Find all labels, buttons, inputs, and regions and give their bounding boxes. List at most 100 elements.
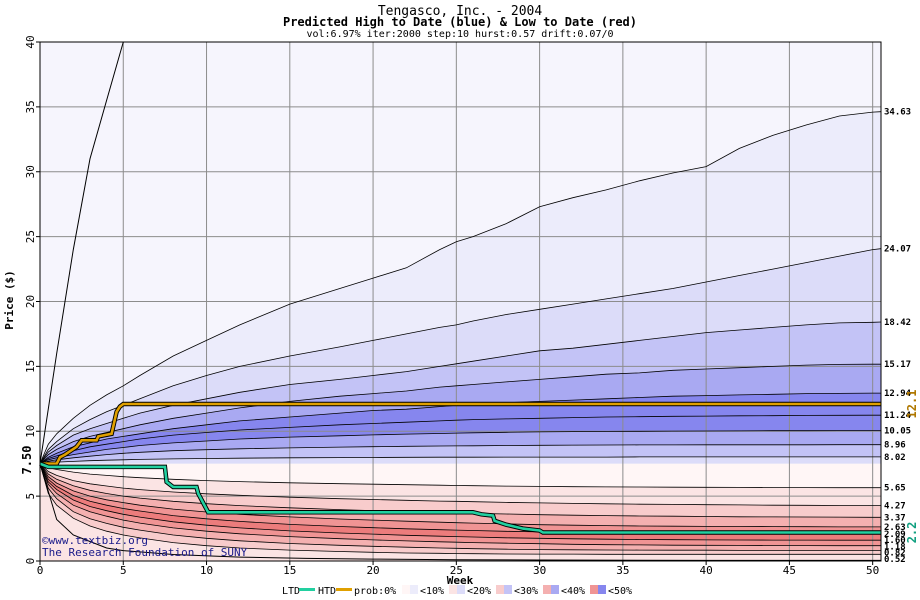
y-tick-label: 10	[24, 425, 37, 438]
legend-40-label: <40%	[561, 586, 585, 597]
legend-20-high-swatch	[457, 585, 465, 594]
x-tick-label: 10	[200, 564, 213, 577]
x-tick-label: 25	[450, 564, 463, 577]
y-tick-label: 35	[24, 100, 37, 113]
x-tick-label: 15	[283, 564, 296, 577]
quantile-end-label: 0.82	[884, 549, 906, 559]
quantile-curve	[39, 463, 881, 489]
x-tick-label: 5	[120, 564, 127, 577]
y-tick-label: 0	[24, 558, 37, 565]
y-tick-label: 5	[24, 493, 37, 500]
legend-10-low-swatch	[402, 585, 410, 594]
legend-30-high-swatch	[504, 585, 512, 594]
quantile-end-label: 11.24	[884, 411, 912, 421]
quantile-end-label: 0.52	[884, 555, 906, 565]
x-axis-label: Week	[447, 574, 474, 587]
quantile-end-label: 1.18	[884, 542, 906, 552]
quantile-curve	[39, 463, 881, 528]
quantile-end-label: 2.09	[884, 530, 906, 540]
quantile-end-label: 5.65	[884, 484, 906, 494]
legend-30-low-swatch	[496, 585, 504, 594]
legend-ltd-label: LTD	[282, 586, 300, 597]
legend-htd-label: HTD	[318, 586, 336, 597]
quantile-curve	[39, 430, 881, 465]
legend-50-low-swatch	[590, 585, 598, 594]
quantile-end-label: 18.42	[884, 318, 911, 328]
x-tick-label: 50	[866, 564, 879, 577]
low-band-9	[40, 463, 881, 561]
legend-10-high-swatch	[410, 585, 418, 594]
legend-30-label: <30%	[514, 586, 538, 597]
extreme-high-line	[39, 41, 124, 464]
htd-end-label: 12.1	[905, 390, 919, 419]
ltd-line	[39, 462, 881, 534]
high-band-2	[40, 322, 881, 464]
series-lines	[39, 401, 881, 535]
quantile-end-label: 2.63	[884, 523, 906, 533]
legend-ltd-swatch	[299, 588, 315, 591]
y-tick-label: 15	[24, 360, 37, 373]
quantile-end-label: 8.96	[884, 441, 906, 451]
quantile-curve	[39, 463, 881, 555]
high-band-4	[40, 393, 881, 464]
legend-40-low-swatch	[543, 585, 551, 594]
high-band-8	[40, 456, 881, 464]
quantile-end-label: 15.17	[884, 360, 911, 370]
quantile-end-label: 10.05	[884, 427, 911, 437]
legend-40-high-swatch	[551, 585, 559, 594]
legend-50-high-swatch	[598, 585, 606, 594]
quantile-curve	[39, 463, 881, 551]
high-band-1	[40, 248, 881, 464]
quantile-end-label: 12.94	[884, 389, 912, 399]
x-tick-label: 30	[533, 564, 546, 577]
quantile-curve	[39, 463, 881, 547]
high-band-0	[40, 111, 881, 464]
quantile-end-label: 1.60	[884, 536, 906, 546]
high-band-5	[40, 415, 881, 464]
high-band-7	[40, 444, 881, 464]
chart-title: Tengasco, Inc. - 2004	[378, 4, 543, 19]
credit-org: The Research Foundation of SUNY	[42, 546, 248, 559]
low-band-4	[40, 463, 881, 534]
y-tick-label: 40	[24, 35, 37, 48]
htd-line	[40, 402, 881, 466]
quantile-curve	[39, 444, 881, 465]
x-tick-label: 0	[37, 564, 44, 577]
extreme-low-line	[39, 463, 881, 561]
quantile-end-label: 8.02	[884, 453, 906, 463]
quantile-curve	[39, 463, 881, 507]
quantile-end-label: 24.07	[884, 245, 911, 255]
legend-20-low-swatch	[449, 585, 457, 594]
y-tick-label: 30	[24, 165, 37, 178]
quantile-end-label: 4.27	[884, 502, 906, 512]
ltd-end-label: 2.2	[905, 522, 919, 544]
legend-prob-label: prob:0%	[354, 586, 396, 597]
quantile-curve	[39, 414, 881, 465]
x-tick-label: 35	[616, 564, 629, 577]
legend-htd-swatch	[336, 588, 352, 591]
x-tick-label: 45	[783, 564, 796, 577]
quantile-curve	[39, 392, 881, 465]
high-band-3	[40, 364, 881, 464]
quantile-curve	[39, 456, 881, 465]
low-band-2	[40, 463, 881, 518]
quantile-curve	[39, 248, 882, 464]
legend-50-label: <50%	[608, 586, 632, 597]
quantile-end-label: 3.37	[884, 513, 906, 523]
y-axis-label: Price ($)	[3, 270, 16, 330]
x-tick-label: 40	[700, 564, 713, 577]
right-quantile-labels: 34.63 24.07 18.42 15.17 12.94 11.24 10.05 8.96 8…	[884, 108, 912, 565]
start-price-label: 7.50	[20, 446, 34, 475]
chart-subtitle: Predicted High to Date (blue) & Low to D…	[283, 15, 637, 29]
y-tick-label: 20	[24, 295, 37, 308]
quantile-end-label: 34.63	[884, 108, 911, 118]
axes: 0 5 10 15 20 25 30 35 40 45 50 0 5 10 15 20 25 30 35 40	[24, 35, 882, 577]
y-tick-label: 25	[24, 230, 37, 243]
chart-params: vol:6.97% iter:2000 step:10 hurst:0.57 d…	[306, 29, 613, 40]
legend: LTD HTD prob:0% <10% <20% <30% <40% <50%	[282, 585, 632, 597]
legend-20-label: <20%	[467, 586, 491, 597]
legend-10-label: <10%	[420, 586, 444, 597]
quantile-curve	[39, 111, 882, 464]
x-tick-label: 20	[366, 564, 379, 577]
